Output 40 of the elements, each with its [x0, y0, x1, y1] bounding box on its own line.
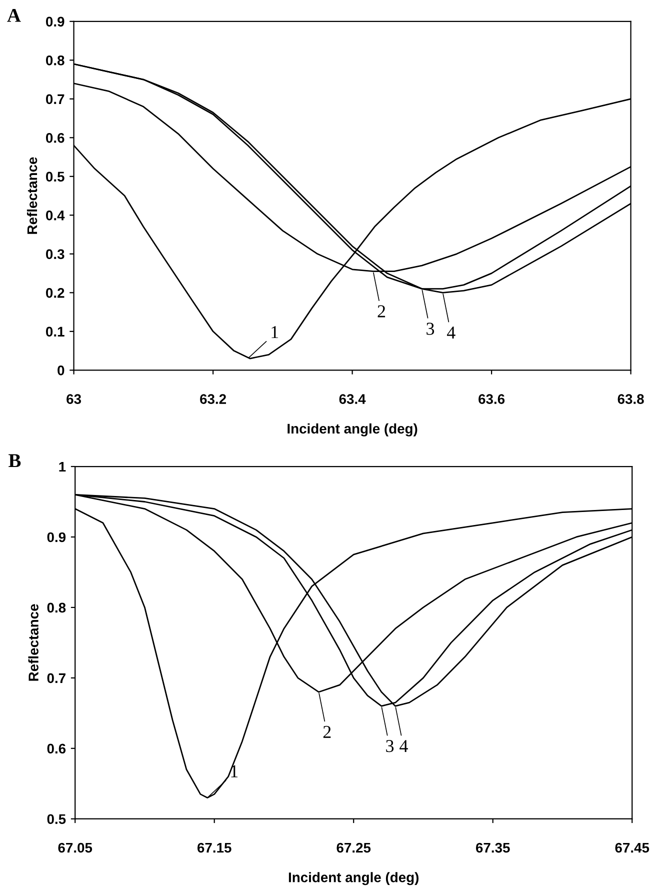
y-tick-label: 0.5: [47, 814, 66, 824]
x-tick-label: 63: [66, 394, 82, 404]
x-tick-label: 67.25: [336, 842, 371, 853]
y-tick-label: 0.4: [46, 210, 65, 220]
y-tick-label: 0.3: [46, 249, 64, 260]
x-tick-label: 67.05: [58, 842, 92, 853]
y-axis-title: Reflectance: [28, 604, 38, 681]
annotation: 4: [400, 740, 408, 752]
chart-title: A: [7, 8, 21, 22]
y-tick-label: 0.5: [46, 172, 64, 182]
chart-title: B: [8, 454, 21, 468]
x-tick-label: 67.35: [476, 842, 510, 853]
y-tick-label: 0.2: [46, 288, 64, 298]
x-tick-label: 63.4: [339, 394, 366, 404]
annotation: 1: [231, 765, 238, 778]
y-tick-label: 0: [58, 366, 64, 376]
x-axis-title: Incident angle (deg): [288, 423, 418, 436]
y-tick-label: 0.1: [46, 326, 64, 337]
x-tick-label: 63.2: [200, 394, 226, 404]
annotation: 3: [386, 740, 394, 752]
x-tick-label: 63.8: [618, 394, 644, 404]
x-tick-label: 67.15: [197, 842, 232, 853]
y-axis-title: Reflectance: [26, 157, 38, 234]
y-tick-label: 0.6: [46, 133, 64, 143]
annotation: 1: [272, 326, 278, 338]
y-tick-label: 1: [59, 462, 66, 472]
y-tick-label: 0.8: [46, 55, 64, 66]
y-tick-label: 0.8: [47, 602, 66, 613]
x-tick-label: 63.6: [478, 394, 505, 404]
y-tick-label: 0.9: [46, 16, 64, 27]
annotation: 4: [446, 326, 456, 339]
y-tick-label: 0.7: [46, 94, 64, 104]
x-axis-title: Incident angle (deg): [288, 872, 419, 886]
x-tick-label: 67.45: [615, 842, 650, 853]
annotation: 3: [426, 322, 434, 335]
y-tick-label: 0.7: [47, 673, 66, 684]
y-tick-label: 0.6: [47, 744, 66, 754]
y-tick-label: 0.9: [47, 532, 66, 542]
annotation: 2: [323, 726, 331, 738]
annotation: 2: [378, 305, 386, 318]
